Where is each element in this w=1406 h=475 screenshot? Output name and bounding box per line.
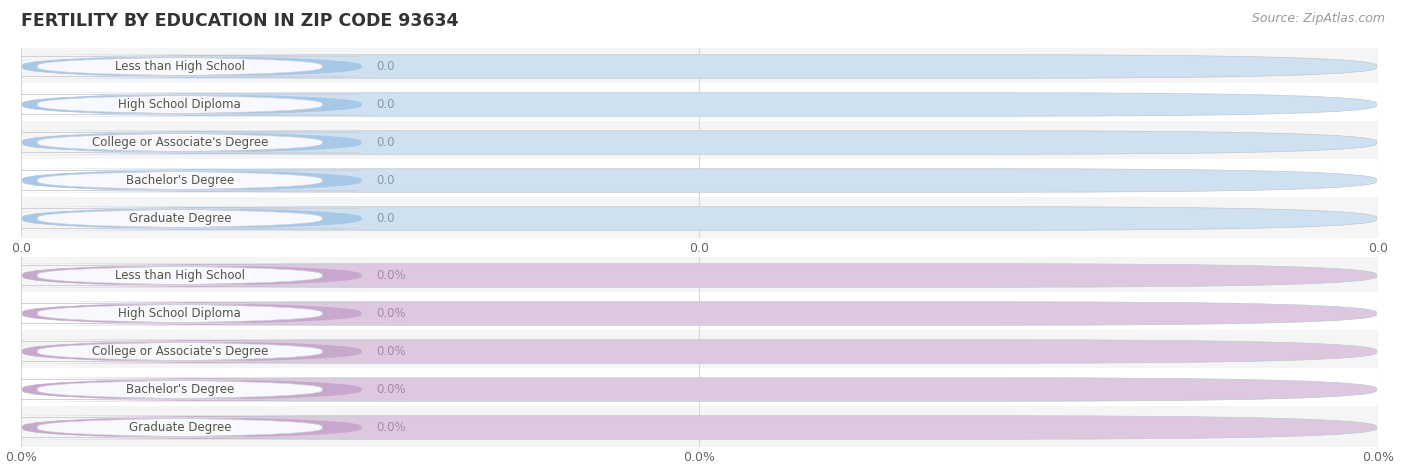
FancyBboxPatch shape [0,418,359,437]
Text: Source: ZipAtlas.com: Source: ZipAtlas.com [1251,12,1385,25]
Text: FERTILITY BY EDUCATION IN ZIP CODE 93634: FERTILITY BY EDUCATION IN ZIP CODE 93634 [21,12,458,30]
FancyBboxPatch shape [0,340,401,363]
Text: 0.0%: 0.0% [377,307,406,320]
FancyBboxPatch shape [22,55,1376,78]
FancyBboxPatch shape [0,304,359,323]
FancyBboxPatch shape [22,416,1376,439]
Text: Graduate Degree: Graduate Degree [128,421,231,434]
FancyBboxPatch shape [0,95,359,114]
Text: Bachelor's Degree: Bachelor's Degree [125,383,233,396]
Text: College or Associate's Degree: College or Associate's Degree [91,345,269,358]
FancyBboxPatch shape [0,302,401,325]
Text: Graduate Degree: Graduate Degree [128,212,231,225]
FancyBboxPatch shape [22,378,1376,401]
Bar [21,121,1378,164]
Text: Less than High School: Less than High School [115,269,245,282]
FancyBboxPatch shape [0,169,401,192]
FancyBboxPatch shape [22,302,1376,325]
Bar [21,254,1378,297]
Text: Less than High School: Less than High School [115,60,245,73]
Text: 0.0: 0.0 [377,174,395,187]
Bar [21,406,1378,449]
Bar [21,292,1378,335]
Bar [21,330,1378,373]
Text: High School Diploma: High School Diploma [118,307,242,320]
Text: 0.0%: 0.0% [377,269,406,282]
FancyBboxPatch shape [0,416,401,439]
FancyBboxPatch shape [0,171,359,190]
FancyBboxPatch shape [0,55,401,78]
FancyBboxPatch shape [0,266,359,285]
FancyBboxPatch shape [0,264,401,287]
FancyBboxPatch shape [22,340,1376,363]
FancyBboxPatch shape [0,93,401,116]
Text: 0.0%: 0.0% [377,383,406,396]
Bar [21,83,1378,126]
Text: 0.0: 0.0 [377,98,395,111]
Text: High School Diploma: High School Diploma [118,98,242,111]
FancyBboxPatch shape [0,133,359,152]
Bar [21,159,1378,202]
FancyBboxPatch shape [0,209,359,228]
Text: College or Associate's Degree: College or Associate's Degree [91,136,269,149]
Text: 0.0: 0.0 [377,212,395,225]
FancyBboxPatch shape [0,57,359,76]
Text: 0.0%: 0.0% [377,421,406,434]
Text: 0.0: 0.0 [377,60,395,73]
FancyBboxPatch shape [0,378,401,401]
Text: Bachelor's Degree: Bachelor's Degree [125,174,233,187]
FancyBboxPatch shape [22,93,1376,116]
FancyBboxPatch shape [0,131,401,154]
Bar [21,368,1378,411]
Text: 0.0%: 0.0% [377,345,406,358]
Text: 0.0: 0.0 [377,136,395,149]
FancyBboxPatch shape [22,169,1376,192]
FancyBboxPatch shape [22,207,1376,230]
FancyBboxPatch shape [0,207,401,230]
FancyBboxPatch shape [22,131,1376,154]
FancyBboxPatch shape [0,342,359,361]
FancyBboxPatch shape [22,264,1376,287]
Bar [21,45,1378,88]
Bar [21,197,1378,240]
FancyBboxPatch shape [0,380,359,399]
